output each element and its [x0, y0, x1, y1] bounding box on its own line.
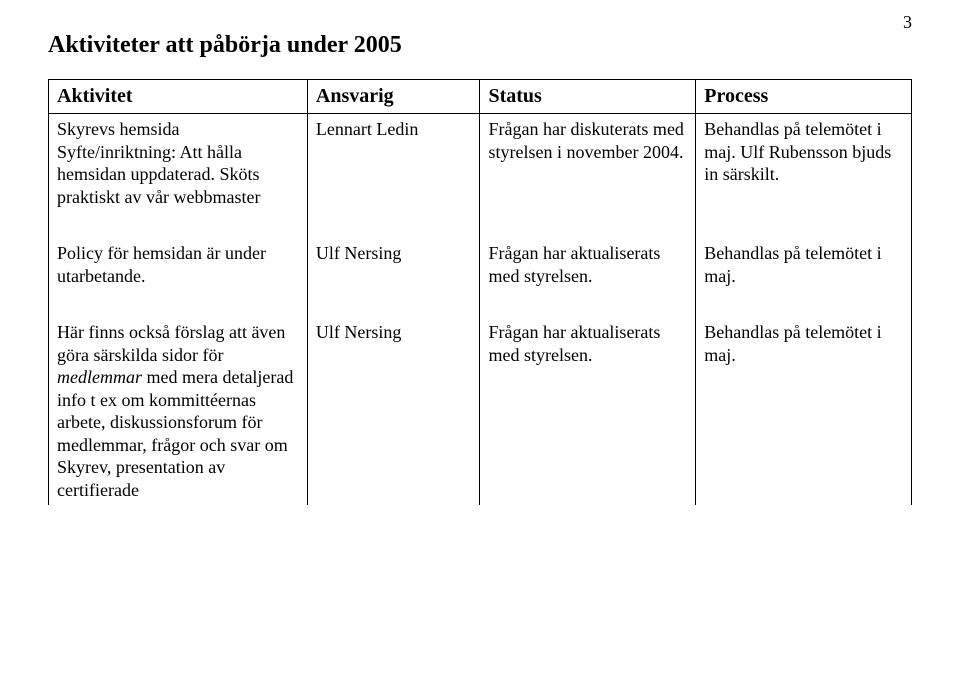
cell-process: Behandlas på telemötet i maj. Ulf Rubens… — [696, 114, 912, 213]
col-header-status: Status — [480, 80, 696, 114]
table-row-gap — [49, 291, 912, 317]
table-row: Här finns också förslag att även göra sä… — [49, 317, 912, 505]
cell-activity: Policy för hemsidan är under utarbetande… — [49, 238, 308, 291]
cell-gap — [696, 212, 912, 238]
cell-process: Behandlas på telemötet i maj. — [696, 238, 912, 291]
col-header-activity: Aktivitet — [49, 80, 308, 114]
cell-gap — [480, 291, 696, 317]
cell-gap — [49, 212, 308, 238]
cell-gap — [480, 212, 696, 238]
page-number: 3 — [903, 12, 912, 33]
activities-table: Aktivitet Ansvarig Status Process Skyrev… — [48, 79, 912, 505]
table-row: Skyrevs hemsidaSyfte/inriktning: Att hål… — [49, 114, 912, 213]
document-page: 3 Aktiviteter att påbörja under 2005 Akt… — [0, 0, 960, 505]
cell-gap — [49, 291, 308, 317]
cell-activity: Här finns också förslag att även göra sä… — [49, 317, 308, 505]
cell-gap — [307, 212, 480, 238]
table-row: Policy för hemsidan är under utarbetande… — [49, 238, 912, 291]
table-header-row: Aktivitet Ansvarig Status Process — [49, 80, 912, 114]
cell-responsible: Ulf Nersing — [307, 238, 480, 291]
cell-responsible: Ulf Nersing — [307, 317, 480, 505]
cell-status: Frågan har aktualiserats med styrelsen. — [480, 317, 696, 505]
col-header-responsible: Ansvarig — [307, 80, 480, 114]
col-header-process: Process — [696, 80, 912, 114]
cell-process: Behandlas på telemötet i maj. — [696, 317, 912, 505]
cell-status: Frågan har aktualiserats med styrelsen. — [480, 238, 696, 291]
table-row-gap — [49, 212, 912, 238]
cell-responsible: Lennart Ledin — [307, 114, 480, 213]
page-heading: Aktiviteter att påbörja under 2005 — [48, 32, 912, 59]
cell-gap — [307, 291, 480, 317]
cell-gap — [696, 291, 912, 317]
cell-status: Frågan har diskuterats med styrelsen i n… — [480, 114, 696, 213]
cell-activity: Skyrevs hemsidaSyfte/inriktning: Att hål… — [49, 114, 308, 213]
